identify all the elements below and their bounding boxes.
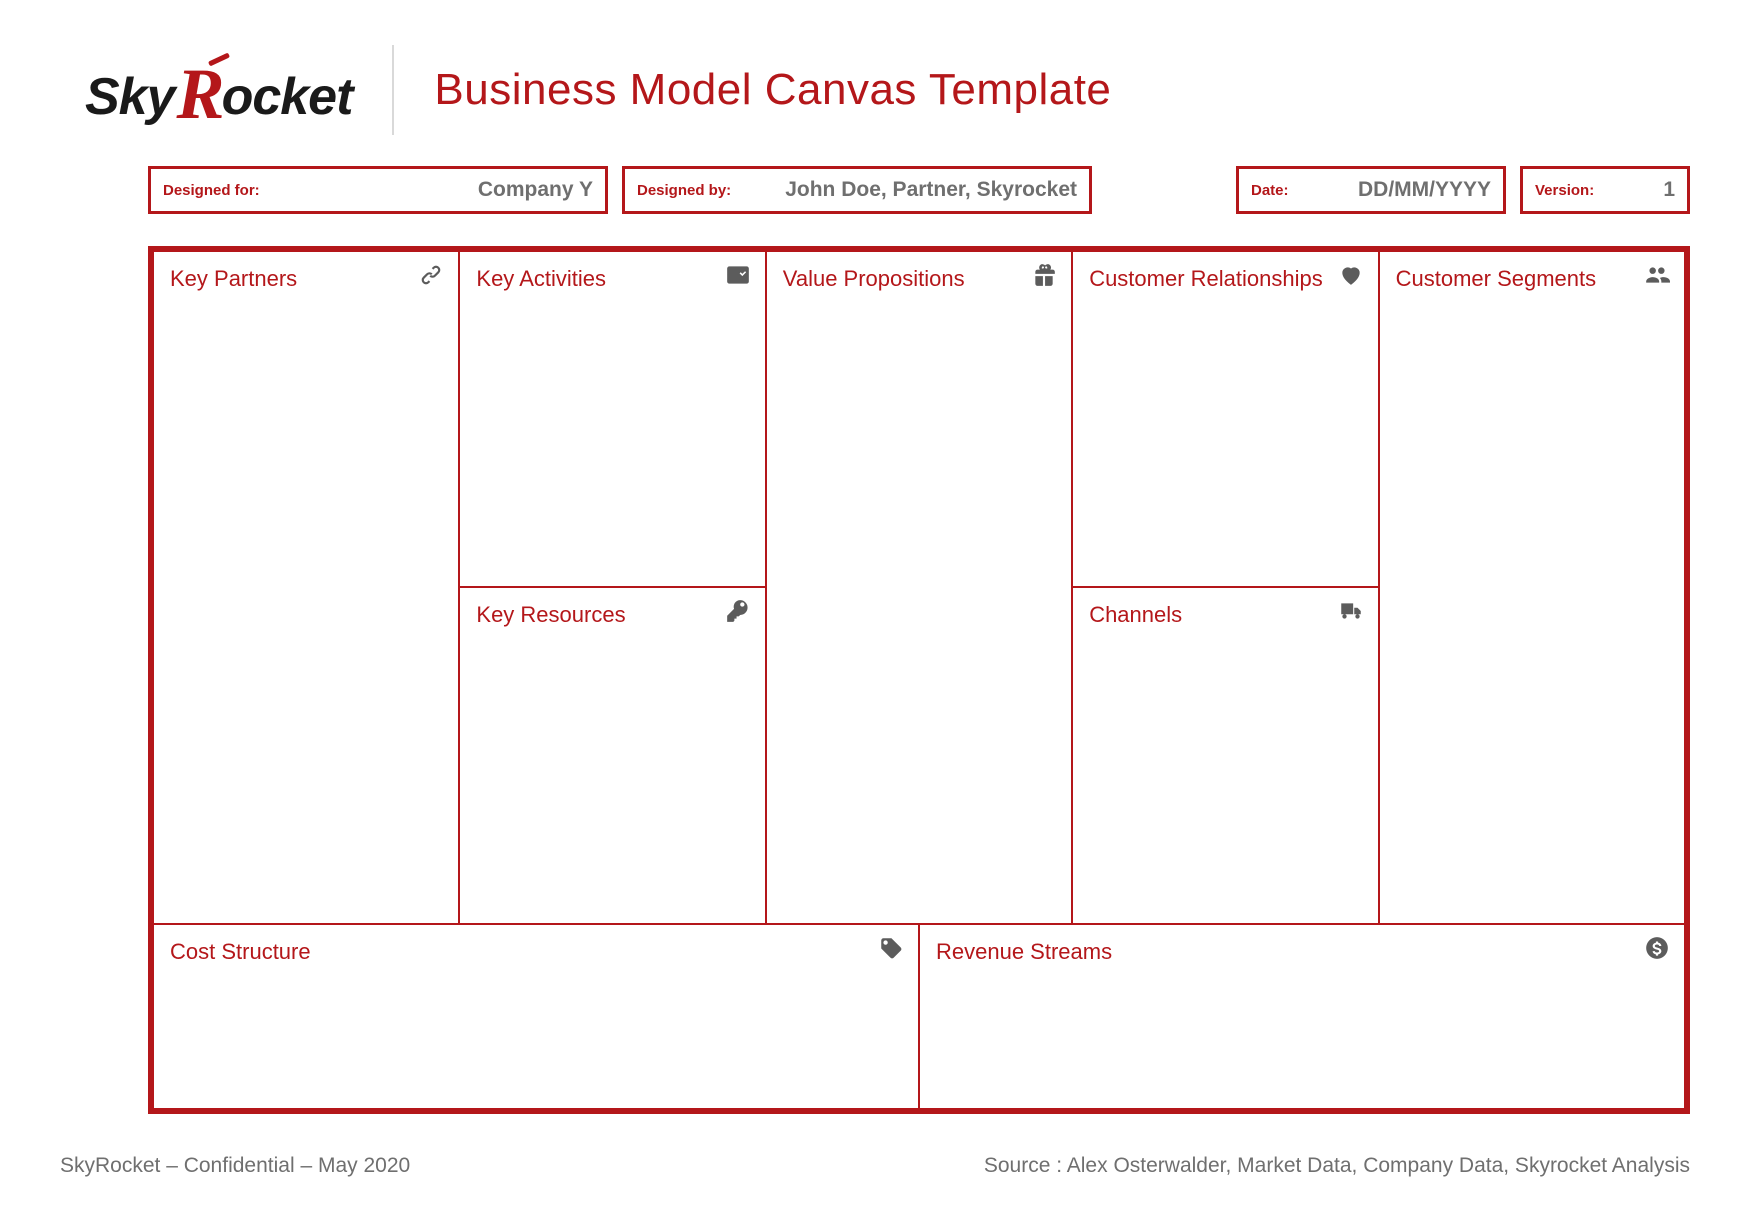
- meta-version-label: Version:: [1535, 182, 1594, 199]
- block-key-resources-label: Key Resources: [476, 602, 625, 627]
- logo-part-sky: Sky: [85, 52, 175, 142]
- page-title: Business Model Canvas Template: [434, 65, 1111, 115]
- block-key-activities-label: Key Activities: [476, 266, 606, 291]
- block-channels-label: Channels: [1089, 602, 1182, 627]
- people-icon: [1644, 262, 1670, 288]
- block-key-resources: Key Resources: [459, 587, 765, 923]
- block-customer-relationships-label: Customer Relationships: [1089, 266, 1323, 291]
- block-key-partners-label: Key Partners: [170, 266, 297, 291]
- logo-part-r: R: [177, 49, 224, 139]
- meta-spacer: [1106, 166, 1222, 214]
- link-icon: [418, 262, 444, 288]
- logo: Sky R ocket: [85, 45, 394, 135]
- meta-designed-by: Designed by: John Doe, Partner, Skyrocke…: [622, 166, 1092, 214]
- meta-date: Date: DD/MM/YYYY: [1236, 166, 1506, 214]
- block-customer-segments-label: Customer Segments: [1396, 266, 1597, 291]
- dollar-icon: [1644, 935, 1670, 961]
- meta-designed-for-label: Designed for:: [163, 182, 260, 199]
- block-customer-relationships: Customer Relationships: [1072, 251, 1378, 587]
- block-cost-structure-label: Cost Structure: [170, 939, 311, 964]
- heart-icon: [1338, 262, 1364, 288]
- block-value-propositions: Value Propositions: [766, 251, 1072, 924]
- meta-designed-by-label: Designed by:: [637, 182, 731, 199]
- meta-version: Version: 1: [1520, 166, 1690, 214]
- tag-icon: [878, 935, 904, 961]
- list-icon: [725, 262, 751, 288]
- canvas: Key Partners Key Activities Key Resource…: [148, 246, 1690, 1114]
- meta-date-label: Date:: [1251, 182, 1289, 199]
- footer: SkyRocket – Confidential – May 2020 Sour…: [60, 1154, 1690, 1178]
- meta-row: Designed for: Company Y Designed by: Joh…: [148, 166, 1690, 214]
- block-cost-structure: Cost Structure: [153, 924, 919, 1109]
- logo-part-ocket: ocket: [222, 52, 353, 142]
- meta-version-value: 1: [1663, 178, 1675, 202]
- block-key-activities: Key Activities: [459, 251, 765, 587]
- footer-left: SkyRocket – Confidential – May 2020: [60, 1154, 410, 1178]
- truck-icon: [1338, 598, 1364, 624]
- block-revenue-streams-label: Revenue Streams: [936, 939, 1112, 964]
- block-value-propositions-label: Value Propositions: [783, 266, 965, 291]
- header: Sky R ocket Business Model Canvas Templa…: [85, 40, 1690, 140]
- block-revenue-streams: Revenue Streams: [919, 924, 1685, 1109]
- block-key-partners: Key Partners: [153, 251, 459, 924]
- key-icon: [725, 598, 751, 624]
- meta-designed-by-value: John Doe, Partner, Skyrocket: [785, 178, 1077, 202]
- footer-right: Source : Alex Osterwalder, Market Data, …: [984, 1154, 1690, 1178]
- block-channels: Channels: [1072, 587, 1378, 923]
- meta-date-value: DD/MM/YYYY: [1358, 178, 1491, 202]
- meta-designed-for-value: Company Y: [478, 178, 593, 202]
- block-customer-segments: Customer Segments: [1379, 251, 1685, 924]
- gift-icon: [1031, 262, 1057, 288]
- meta-designed-for: Designed for: Company Y: [148, 166, 608, 214]
